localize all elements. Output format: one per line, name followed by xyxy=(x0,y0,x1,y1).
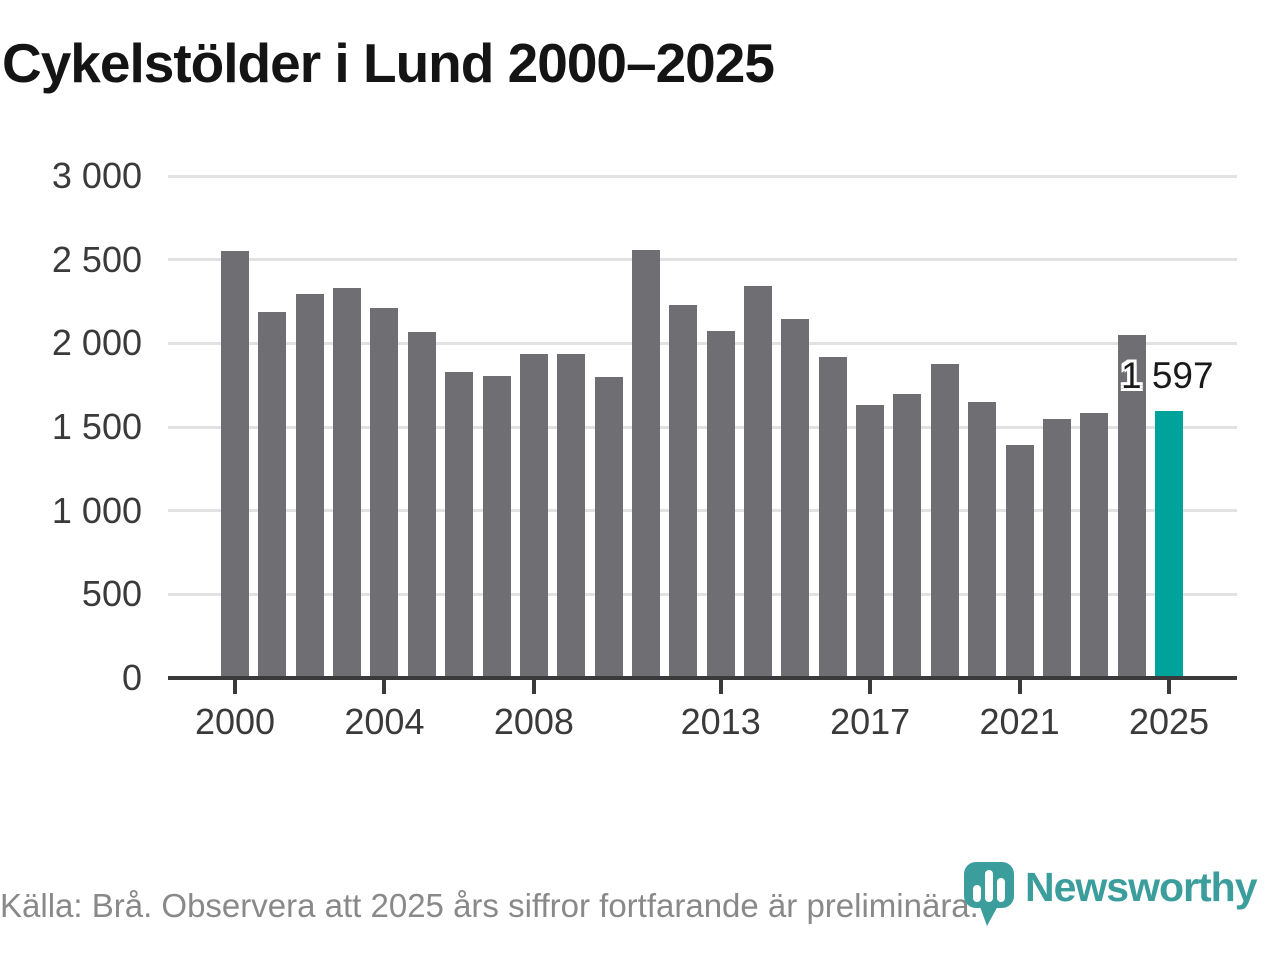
newsworthy-wordmark: Newsworthy xyxy=(1025,864,1257,910)
gridline-2000 xyxy=(168,341,1237,345)
y-tick-label-3000: 3 000 xyxy=(51,155,142,196)
bar-2007 xyxy=(482,375,511,678)
bar-2011 xyxy=(631,249,660,678)
x-tick-label-2000: 2000 xyxy=(194,701,276,742)
x-tick-2000 xyxy=(233,678,237,694)
bar-2012 xyxy=(669,304,698,678)
bar-2008 xyxy=(519,354,548,678)
bar-2015 xyxy=(781,319,810,678)
bar-2023 xyxy=(1080,412,1109,678)
y-tick-label-1000: 1 000 xyxy=(51,489,142,531)
bar-2003 xyxy=(333,288,362,678)
source-note: Källa: Brå. Observera att 2025 års siffr… xyxy=(0,887,979,924)
y-tick-label-0: 0 xyxy=(121,657,142,698)
x-tick-2017 xyxy=(868,678,873,694)
gridline-3000 xyxy=(168,174,1237,178)
bar-2020 xyxy=(968,401,997,678)
bar-2005 xyxy=(407,331,436,678)
bar-2016 xyxy=(818,356,847,678)
gridline-500 xyxy=(168,592,1237,596)
bar-2022 xyxy=(1042,418,1071,678)
gridline-2500 xyxy=(168,258,1237,262)
x-tick-label-2013: 2013 xyxy=(680,701,761,742)
y-tick-label-1500: 1 500 xyxy=(51,406,142,447)
x-tick-label-2017: 2017 xyxy=(830,701,911,742)
x-tick-label-2021: 2021 xyxy=(979,701,1060,742)
bar-2010 xyxy=(594,376,623,678)
bar-2024 xyxy=(1117,334,1146,678)
bar-2013 xyxy=(706,330,735,678)
bar-2017 xyxy=(856,405,885,678)
x-tick-2021 xyxy=(1017,678,1022,694)
bar-chart-plot-area xyxy=(168,174,1237,694)
x-tick-2013 xyxy=(718,678,723,694)
value-label-2025: 1 597 xyxy=(1121,355,1214,396)
chart-title: Cykelstölder i Lund 2000–2025 xyxy=(2,32,775,94)
gridline-1500 xyxy=(168,425,1237,429)
bar-2019 xyxy=(930,364,959,678)
x-tick-label-2008: 2008 xyxy=(493,701,574,742)
bar-2018 xyxy=(893,393,922,678)
bar-2009 xyxy=(557,354,586,678)
bar-2001 xyxy=(258,312,287,678)
newsworthy-logo: Newsworthy xyxy=(963,860,1257,928)
bar-2025-highlighted xyxy=(1155,410,1183,678)
x-tick-label-2025: 2025 xyxy=(1128,701,1210,742)
newsworthy-logo-icon xyxy=(964,862,1014,926)
x-tick-2008 xyxy=(531,678,536,694)
bar-2000 xyxy=(221,251,249,678)
y-tick-label-2000: 2 000 xyxy=(51,322,142,364)
bar-2014 xyxy=(744,286,773,678)
x-tick-2004 xyxy=(382,678,387,694)
y-tick-label-2500: 2 500 xyxy=(51,238,142,280)
y-tick-label-500: 500 xyxy=(81,573,142,615)
bar-2021 xyxy=(1005,444,1034,678)
bar-2002 xyxy=(295,293,324,678)
gridline-1000 xyxy=(168,509,1237,513)
bar-2006 xyxy=(445,371,474,678)
x-tick-label-2004: 2004 xyxy=(344,701,425,742)
bar-2004 xyxy=(370,308,399,678)
x-tick-2025 xyxy=(1167,678,1171,694)
x-axis-line xyxy=(168,676,1237,680)
